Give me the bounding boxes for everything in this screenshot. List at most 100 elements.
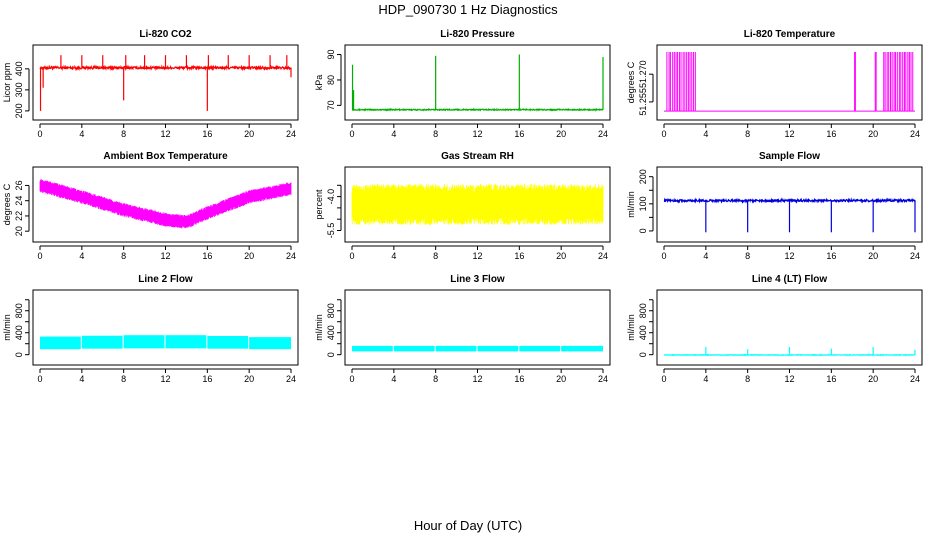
series-marks	[39, 179, 292, 229]
flow-block	[435, 345, 477, 352]
y-tick-label: 800	[326, 303, 336, 318]
flow-block	[519, 345, 561, 352]
x-tick-label: 8	[745, 129, 750, 139]
x-tick-label: 4	[703, 251, 708, 261]
y-tick-label: 400	[14, 325, 24, 340]
x-tick-label: 12	[784, 129, 794, 139]
x-tick-label: 12	[160, 129, 170, 139]
plot-frame	[344, 166, 611, 243]
x-tick-label: 24	[910, 374, 920, 384]
series-line	[351, 107, 604, 112]
x-tick-label: 16	[202, 129, 212, 139]
panel-title: Li-820 Pressure	[440, 29, 515, 40]
plot-frame	[656, 289, 923, 366]
y-tick-label: 70	[326, 100, 336, 110]
y-tick-label: 100	[638, 196, 648, 211]
x-tick-label: 20	[556, 251, 566, 261]
panel-6: Line 2 Flow ml/min 0 4 8 12 16 20 24 0 400 800	[2, 274, 299, 384]
x-tick-label: 12	[472, 129, 482, 139]
x-tick-label: 8	[433, 251, 438, 261]
panel-8: Line 4 (LT) Flow ml/min 0 4 8 12 16 20 24 0 400 800	[626, 274, 923, 384]
x-tick-label: 24	[286, 374, 296, 384]
plot-frame	[656, 44, 923, 121]
x-tick-label: 20	[556, 374, 566, 384]
panel-3: Ambient Box Temperature degrees C 0 4 8 12 16 2…	[2, 151, 299, 261]
series-marks	[40, 335, 291, 350]
y-tick-label: 26	[14, 180, 24, 190]
panel-title: Ambient Box Temperature	[103, 151, 228, 162]
x-tick-label: 4	[79, 129, 84, 139]
y-tick-label: 90	[326, 50, 336, 60]
x-tick-label: 0	[349, 251, 354, 261]
series-marks	[39, 55, 292, 111]
x-tick-label: 0	[349, 129, 354, 139]
series-marks	[352, 345, 603, 352]
x-tick-label: 8	[121, 374, 126, 384]
panel-ylabel: ml/min	[314, 314, 324, 341]
x-tick-label: 12	[160, 251, 170, 261]
x-tick-label: 8	[433, 374, 438, 384]
x-tick-label: 8	[745, 374, 750, 384]
x-tick-label: 16	[826, 129, 836, 139]
panel-title: Li-820 CO2	[139, 29, 192, 40]
panel-0: Li-820 CO2 Licor ppm 0 4 8 12 16 20 24 200 300 400	[2, 29, 299, 139]
x-tick-label: 24	[598, 129, 608, 139]
series-marks	[351, 184, 604, 225]
x-tick-label: 24	[910, 129, 920, 139]
x-tick-label: 16	[202, 251, 212, 261]
x-tick-label: 8	[745, 251, 750, 261]
x-tick-label: 0	[349, 374, 354, 384]
flow-block	[352, 345, 393, 352]
x-tick-label: 24	[598, 251, 608, 261]
figure-xlabel: Hour of Day (UTC)	[413, 518, 523, 533]
y-tick-label: -5.5	[326, 223, 336, 239]
x-tick-label: 12	[472, 251, 482, 261]
x-tick-label: 16	[826, 374, 836, 384]
flow-block	[207, 336, 249, 349]
flow-block	[123, 335, 165, 349]
x-tick-label: 16	[826, 251, 836, 261]
x-tick-label: 24	[286, 129, 296, 139]
y-tick-label: 0	[638, 352, 648, 357]
x-tick-label: 20	[556, 129, 566, 139]
x-tick-label: 16	[514, 374, 524, 384]
x-tick-label: 12	[160, 374, 170, 384]
x-tick-label: 24	[910, 251, 920, 261]
series-band	[351, 184, 604, 225]
x-tick-label: 20	[868, 374, 878, 384]
x-tick-label: 16	[202, 374, 212, 384]
panel-7: Line 3 Flow ml/min 0 4 8 12 16 20 24 0 400 800	[314, 274, 611, 384]
x-tick-label: 12	[784, 374, 794, 384]
y-tick-label: 200	[638, 169, 648, 184]
plot-frame	[344, 44, 611, 121]
x-tick-label: 16	[514, 251, 524, 261]
panel-ylabel: ml/min	[626, 191, 636, 218]
x-tick-label: 4	[391, 374, 396, 384]
panel-ylabel: ml/min	[2, 314, 12, 341]
x-tick-label: 4	[79, 374, 84, 384]
flow-block	[249, 337, 291, 350]
series-marks	[663, 347, 916, 357]
flow-block	[561, 345, 603, 352]
panel-title: Li-820 Temperature	[744, 29, 836, 40]
y-tick-label: 300	[14, 82, 24, 97]
y-tick-label: -4.0	[326, 189, 336, 205]
panel-1: Li-820 Pressure kPa 0 4 8 12 16 20 24 70 80 90	[314, 29, 611, 139]
x-tick-label: 4	[391, 129, 396, 139]
panel-title: Line 2 Flow	[138, 274, 193, 285]
x-tick-label: 20	[868, 129, 878, 139]
x-tick-label: 4	[703, 374, 708, 384]
panel-4: Gas Stream RH percent 0 4 8 12 16 20 24 -5.5 -4.0	[314, 151, 611, 261]
panel-5: Sample Flow ml/min 0 4 8 12 16 20 24 0 100 200	[626, 151, 923, 261]
panel-ylabel: percent	[314, 189, 324, 220]
series-marks	[663, 197, 916, 233]
x-tick-label: 8	[121, 129, 126, 139]
series-marks	[664, 52, 915, 112]
flow-block	[40, 336, 81, 350]
y-tick-label: 400	[326, 325, 336, 340]
panel-ylabel: ml/min	[626, 314, 636, 341]
panel-title: Sample Flow	[759, 151, 820, 162]
x-tick-label: 20	[244, 374, 254, 384]
plot-frame	[344, 289, 611, 366]
